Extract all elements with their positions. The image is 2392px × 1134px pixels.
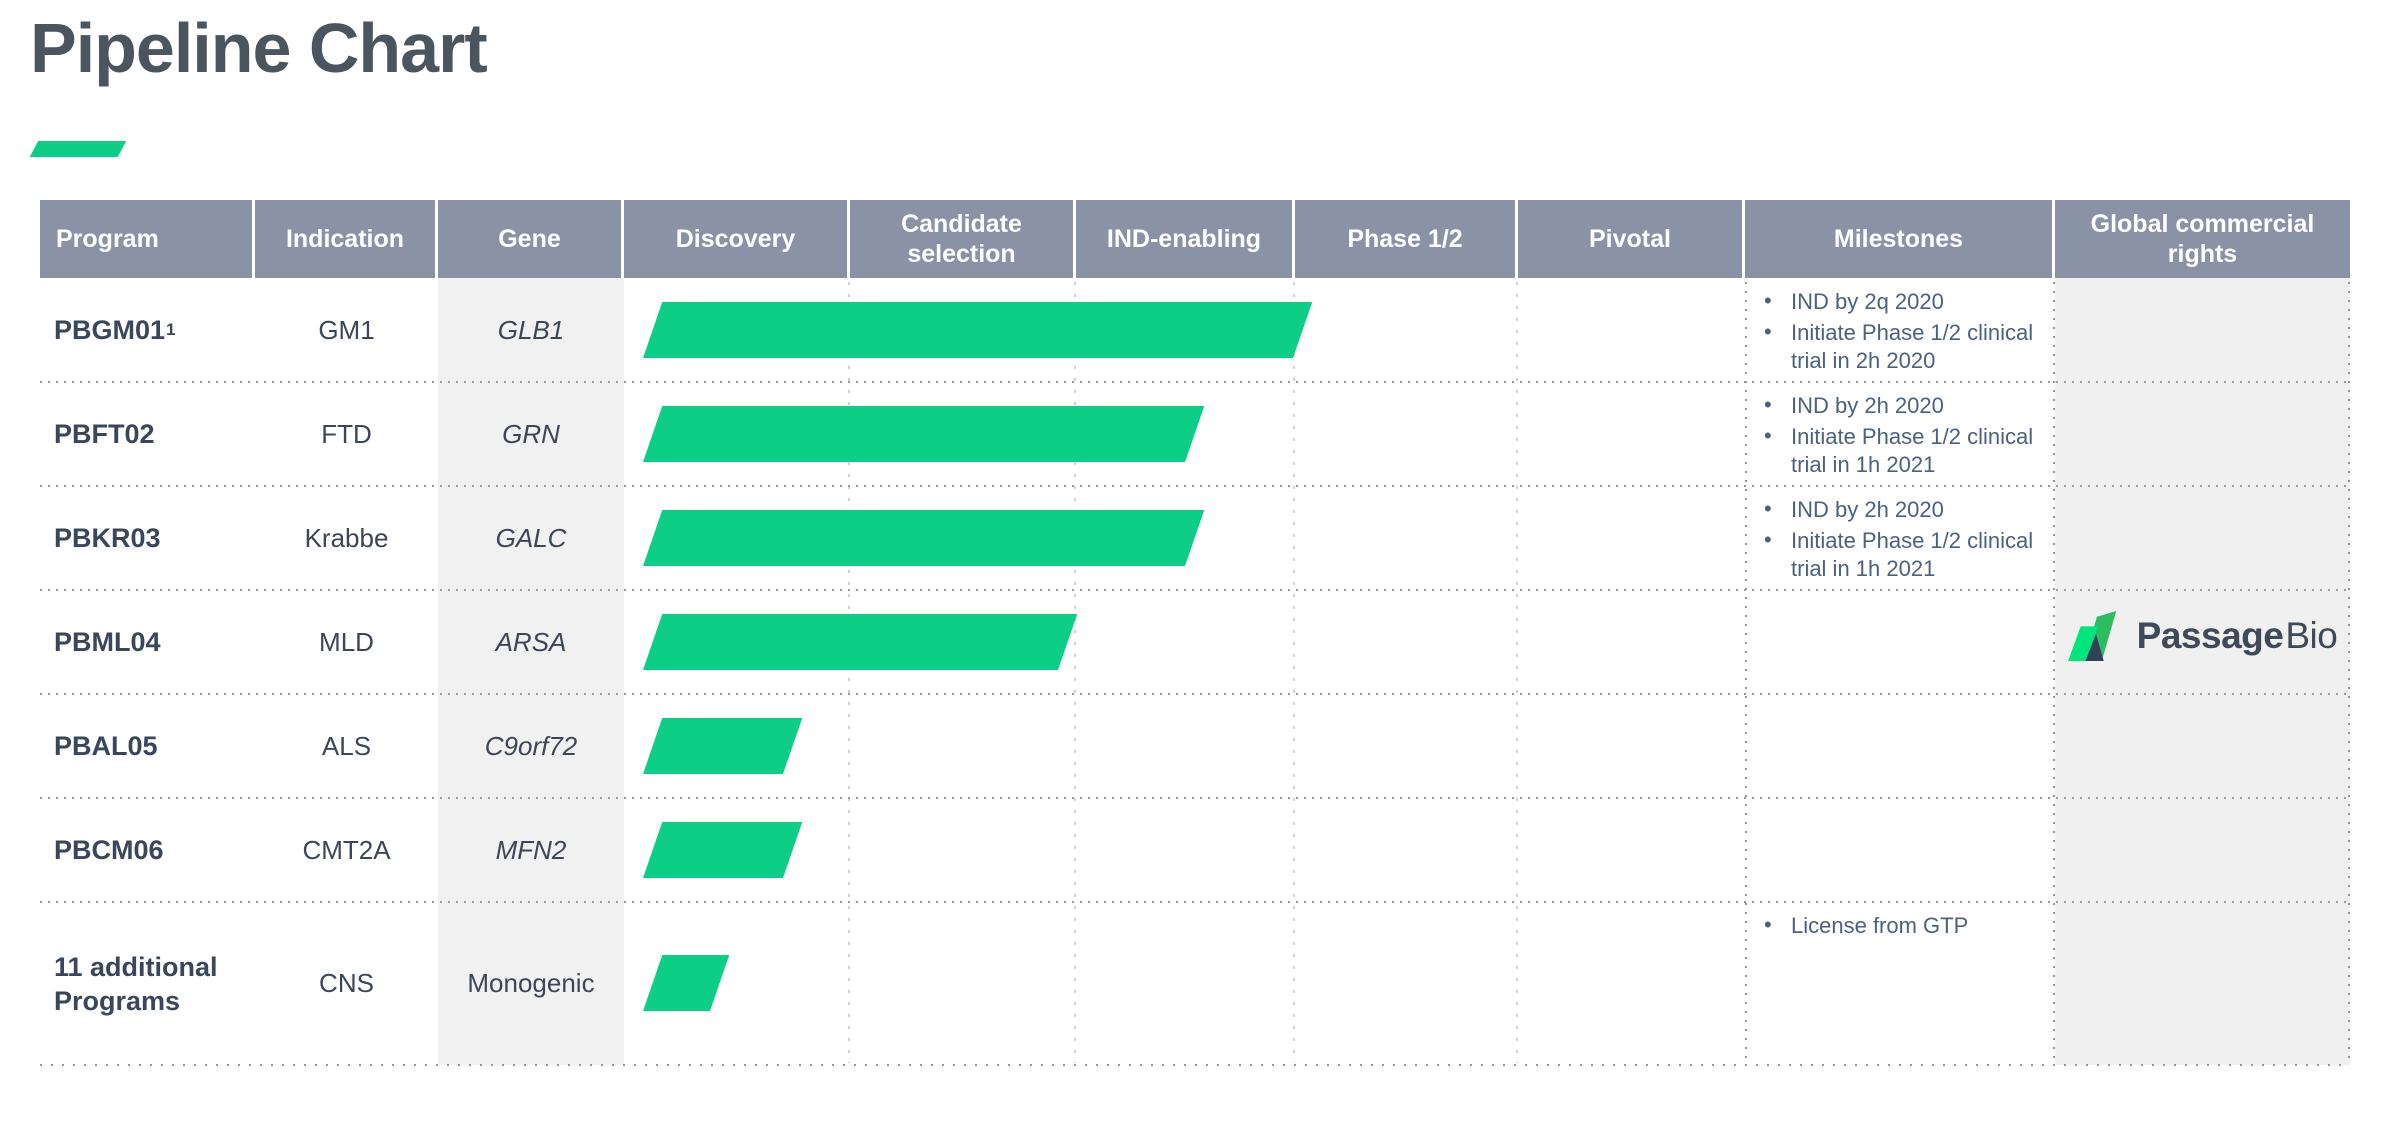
milestone-item: Initiate Phase 1/2 clinical trial in 1h … <box>1755 422 2047 479</box>
milestones-list: IND by 2h 2020Initiate Phase 1/2 clinica… <box>1755 495 2047 583</box>
program-cell: PBML04 <box>40 590 255 694</box>
table-row: PBKR03 Krabbe GALC IND by 2h 2020Initiat… <box>40 486 2350 591</box>
indication-cell: CNS <box>319 968 374 998</box>
milestones-list: License from GTP <box>1755 911 2047 940</box>
gene-cell: Monogenic <box>467 968 595 998</box>
milestones-column-right-border <box>2053 282 2055 1063</box>
milestones-cell <box>1745 798 2055 902</box>
global-rights-column-band <box>2055 278 2350 1065</box>
indication-cell: Krabbe <box>304 522 389 553</box>
program-cell: PBCM06 <box>40 798 255 902</box>
wordmark-bio: Bio <box>2285 615 2338 656</box>
pipeline-progress-bar <box>643 510 1205 566</box>
gene-cell: GLB1 <box>497 314 565 345</box>
table-row: PBAL05 ALS C9orf72 <box>40 694 2350 799</box>
grid-line-vertical <box>1293 282 1295 1063</box>
pipeline-progress-bar <box>643 718 803 774</box>
table-right-border <box>2348 282 2350 1063</box>
program-cell: PBFT02 <box>40 382 255 486</box>
gene-cell: MFN2 <box>495 834 567 865</box>
column-header-program: Program <box>40 200 252 278</box>
grid-line-vertical <box>848 282 850 1063</box>
indication-cell: ALS <box>321 730 372 761</box>
milestones-cell: License from GTP <box>1745 902 2055 1065</box>
program-label: 11 additional Programs <box>54 951 218 1016</box>
gene-cell: ARSA <box>495 626 567 657</box>
milestones-list: IND by 2h 2020Initiate Phase 1/2 clinica… <box>1755 391 2047 479</box>
table-row: PBFT02 FTD GRN IND by 2h 2020Initiate Ph… <box>40 382 2350 487</box>
program-cell: PBAL05 <box>40 694 255 798</box>
program-cell: PBGM01 1 <box>40 278 255 382</box>
indication-cell: FTD <box>321 418 372 449</box>
passage-bio-logo: PassageBio <box>2055 598 2350 674</box>
gene-column-band <box>438 278 624 1065</box>
pipeline-progress-bar <box>643 614 1078 670</box>
milestones-list: IND by 2q 2020Initiate Phase 1/2 clinica… <box>1755 287 2047 375</box>
column-header-indication: Indication <box>255 200 435 278</box>
pipeline-progress-bar <box>643 302 1313 358</box>
milestone-item: IND by 2h 2020 <box>1755 391 2047 420</box>
table-row: PBCM06 CMT2A MFN2 <box>40 798 2350 903</box>
column-header-gene: Gene <box>438 200 621 278</box>
milestones-cell: IND by 2h 2020Initiate Phase 1/2 clinica… <box>1745 486 2055 590</box>
page-title: Pipeline Chart <box>30 9 488 87</box>
passage-bio-wordmark: PassageBio <box>2137 615 2338 657</box>
pipeline-progress-bar <box>643 822 803 878</box>
milestone-item: IND by 2q 2020 <box>1755 287 2047 316</box>
indication-cell: CMT2A <box>302 834 391 865</box>
grid-line-vertical <box>1074 282 1076 1063</box>
pipeline-progress-bar <box>643 955 730 1011</box>
table-row: 11 additional Programs CNS Monogenic Lic… <box>40 902 2350 1066</box>
gene-cell: GRN <box>502 418 560 449</box>
indication-cell: GM1 <box>318 314 375 345</box>
program-label: PBGM01 <box>54 315 166 345</box>
wordmark-passage: Passage <box>2136 615 2284 656</box>
column-header-phase-1-2: Phase 1/2 <box>1295 200 1515 278</box>
milestone-item: License from GTP <box>1755 911 2047 940</box>
gene-cell: GALC <box>495 522 567 553</box>
gene-cell: C9orf72 <box>484 730 578 761</box>
column-header-pivotal: Pivotal <box>1518 200 1742 278</box>
program-label: PBKR03 <box>54 523 161 553</box>
program-label: PBML04 <box>54 627 161 657</box>
column-header-milestones: Milestones <box>1745 200 2052 278</box>
column-header-discovery: Discovery <box>624 200 847 278</box>
grid-line-vertical <box>1516 282 1518 1063</box>
passage-bio-logo-icon <box>2067 611 2116 661</box>
indication-cell: MLD <box>319 626 374 657</box>
title-underline-accent <box>29 141 127 157</box>
column-header-candidate-selection: Candidate selection <box>850 200 1073 278</box>
program-footnote-marker: 1 <box>166 320 176 339</box>
milestones-cell <box>1745 694 2055 798</box>
program-label: PBAL05 <box>54 731 158 761</box>
milestones-cell <box>1745 590 2055 694</box>
pipeline-table: Program Indication Gene Discovery Candid… <box>40 200 2350 1066</box>
table-row: PBML04 MLD ARSA <box>40 590 2350 695</box>
program-cell: 11 additional Programs <box>40 902 255 1065</box>
milestones-cell: IND by 2h 2020Initiate Phase 1/2 clinica… <box>1745 382 2055 486</box>
milestones-column-left-border <box>1745 282 1747 1063</box>
pipeline-progress-bar <box>643 406 1205 462</box>
milestone-item: IND by 2h 2020 <box>1755 495 2047 524</box>
program-label: PBFT02 <box>54 419 155 449</box>
column-header-ind-enabling: IND-enabling <box>1076 200 1292 278</box>
milestones-cell: IND by 2q 2020Initiate Phase 1/2 clinica… <box>1745 278 2055 382</box>
column-header-global-commercial-rights: Global commercial rights <box>2055 200 2350 278</box>
milestone-item: Initiate Phase 1/2 clinical trial in 1h … <box>1755 526 2047 583</box>
milestone-item: Initiate Phase 1/2 clinical trial in 2h … <box>1755 318 2047 375</box>
program-cell: PBKR03 <box>40 486 255 590</box>
program-label: PBCM06 <box>54 835 164 865</box>
